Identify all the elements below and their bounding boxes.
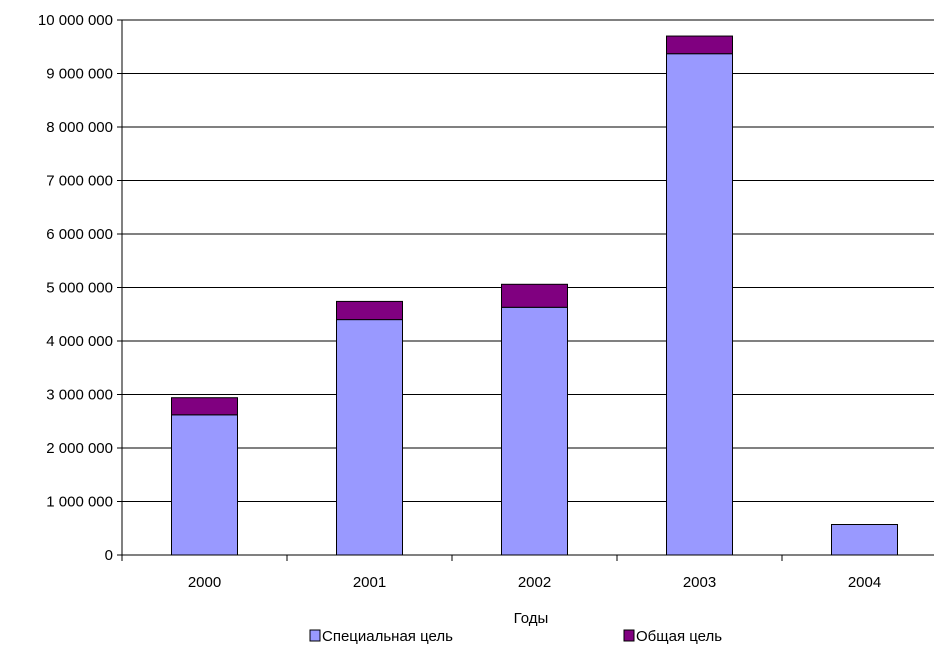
bar-segment-general-2002 bbox=[501, 283, 568, 308]
bar-segment-special-2004 bbox=[831, 524, 898, 556]
bar-segment-general-2003 bbox=[666, 35, 733, 55]
x-tick-label: 2001 bbox=[353, 574, 386, 591]
legend-label: Специальная цель bbox=[322, 628, 453, 645]
bar-segment-general-2001 bbox=[336, 300, 403, 321]
y-tick-label: 9 000 000 bbox=[46, 66, 113, 83]
y-tick-label: 3 000 000 bbox=[46, 387, 113, 404]
x-axis-title: Годы bbox=[514, 610, 549, 627]
y-tick-label: 7 000 000 bbox=[46, 173, 113, 190]
axes bbox=[117, 19, 934, 561]
y-tick-label: 4 000 000 bbox=[46, 333, 113, 350]
y-tick-label: 6 000 000 bbox=[46, 226, 113, 243]
y-tick-label: 2 000 000 bbox=[46, 440, 113, 457]
y-tick-labels: 0 1 000 000 2 000 000 3 000 000 4 000 000 5 0… bbox=[38, 12, 113, 564]
legend-label: Общая цель bbox=[636, 628, 722, 645]
y-tick-label: 5 000 000 bbox=[46, 280, 113, 297]
y-tick-label: 1 000 000 bbox=[46, 494, 113, 511]
x-tick-label: 2000 bbox=[188, 574, 221, 591]
x-tick-label: 2002 bbox=[518, 574, 551, 591]
bar-segment-general-2000 bbox=[171, 397, 238, 416]
bars bbox=[171, 35, 898, 556]
x-tick-label: 2003 bbox=[683, 574, 716, 591]
legend-swatch bbox=[309, 629, 321, 642]
x-tick-labels: 2000 2001 2002 2003 2004 bbox=[188, 574, 881, 591]
bar-segment-special-2002 bbox=[501, 306, 568, 556]
legend: Специальная цель Общая цель bbox=[309, 628, 722, 645]
bar-segment-special-2003 bbox=[666, 53, 733, 556]
x-tick-label: 2004 bbox=[848, 574, 881, 591]
legend-swatch bbox=[623, 629, 635, 642]
y-tick-label: 10 000 000 bbox=[38, 12, 113, 29]
y-tick-label: 8 000 000 bbox=[46, 119, 113, 136]
bar-segment-special-2001 bbox=[336, 319, 403, 556]
y-tick-label: 0 bbox=[105, 547, 113, 564]
bar-segment-special-2000 bbox=[171, 414, 238, 556]
